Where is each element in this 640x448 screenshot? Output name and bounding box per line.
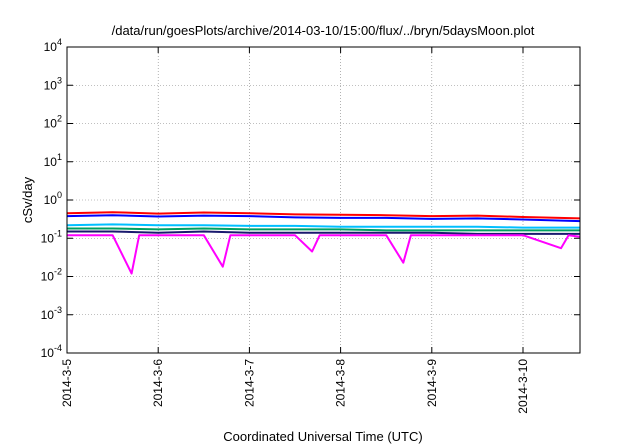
y-axis-label: cSv/day [20, 176, 35, 223]
x-axis: 2014-3-5 2014-3-6 2014-3-7 2014-3-8 2014-3-9… [60, 47, 530, 414]
chart-title: /data/run/goesPlots/archive/2014-03-10/1… [112, 23, 535, 38]
series-line-4 [67, 227, 580, 232]
y-tick-label: 104 [44, 37, 62, 54]
y-tick-label: 103 [44, 75, 62, 92]
series-line-1 [66, 211, 581, 220]
y-tick-label: 10-3 [41, 305, 62, 322]
y-tick-label: 101 [44, 152, 62, 169]
series-line-3 [66, 223, 580, 229]
x-tick-label: 2014-3-7 [242, 359, 256, 407]
y-tick-label: 10-4 [41, 343, 62, 360]
series-line-5 [67, 230, 580, 235]
y-tick-label: 100 [44, 190, 62, 207]
x-tick-label: 2014-3-5 [60, 359, 74, 407]
series-line-2 [66, 214, 581, 223]
y-tick-label: 10-2 [41, 267, 62, 284]
x-tick-label: 2014-3-10 [516, 359, 530, 414]
series-line-6 [67, 234, 581, 275]
x-axis-label: Coordinated Universal Time (UTC) [223, 429, 422, 444]
x-tick-label: 2014-3-9 [425, 359, 439, 407]
x-tick-label: 2014-3-6 [151, 359, 165, 407]
x-tick-label: 2014-3-8 [334, 359, 348, 407]
grid [67, 47, 580, 353]
plot-frame [66, 46, 581, 354]
series-group [66, 211, 581, 275]
y-tick-label: 102 [44, 114, 62, 131]
y-axis: 10-4 10-3 10-2 10-1 100 101 102 103 104 [41, 37, 580, 360]
y-tick-label: 10-1 [41, 228, 62, 245]
